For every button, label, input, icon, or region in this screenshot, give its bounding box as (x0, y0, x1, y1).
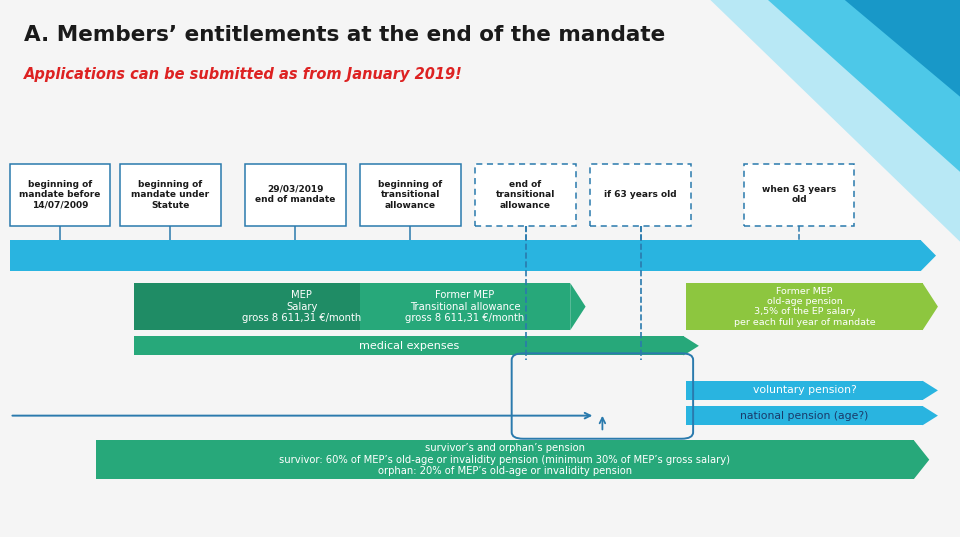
FancyBboxPatch shape (590, 164, 691, 226)
Polygon shape (923, 406, 938, 425)
Text: A. Members’ entitlements at the end of the mandate: A. Members’ entitlements at the end of t… (24, 25, 665, 45)
Polygon shape (684, 336, 699, 355)
Bar (360, 283, 570, 330)
Text: when 63 years
old: when 63 years old (762, 185, 836, 205)
FancyBboxPatch shape (120, 164, 221, 226)
FancyBboxPatch shape (360, 164, 461, 226)
Text: national pension (age?): national pension (age?) (740, 411, 869, 420)
FancyBboxPatch shape (245, 164, 346, 226)
FancyBboxPatch shape (475, 164, 576, 226)
Bar (686, 381, 923, 400)
Text: survivor’s and orphan’s pension
survivor: 60% of MEP’s old-age or invalidity pen: survivor’s and orphan’s pension survivor… (279, 443, 731, 476)
Bar (134, 283, 469, 330)
Bar (96, 440, 914, 479)
Text: MEP
Salary
gross 8 611,31 €/month: MEP Salary gross 8 611,31 €/month (242, 290, 362, 323)
Bar (134, 336, 684, 355)
Polygon shape (845, 0, 960, 97)
Polygon shape (570, 283, 586, 330)
Text: 29/03/2019
end of mandate: 29/03/2019 end of mandate (255, 185, 335, 205)
Polygon shape (710, 0, 960, 242)
Text: Former MEP
old-age pension
3,5% of the EP salary
per each full year of mandate: Former MEP old-age pension 3,5% of the E… (733, 287, 876, 326)
Bar (686, 406, 923, 425)
Text: beginning of
mandate under
Statute: beginning of mandate under Statute (132, 180, 209, 209)
Text: Applications can be submitted as from January 2019!: Applications can be submitted as from Ja… (24, 67, 463, 82)
Polygon shape (469, 283, 485, 330)
Polygon shape (914, 440, 929, 479)
Text: Former MEP
Transitional allowance
gross 8 611,31 €/month: Former MEP Transitional allowance gross … (405, 290, 525, 323)
Polygon shape (921, 240, 936, 271)
Text: beginning of
mandate before
14/07/2009: beginning of mandate before 14/07/2009 (19, 180, 101, 209)
Bar (10, 240, 139, 271)
Text: beginning of
transitional
allowance: beginning of transitional allowance (378, 180, 443, 209)
FancyBboxPatch shape (10, 164, 110, 226)
Bar (10, 240, 921, 271)
Text: voluntary pension?: voluntary pension? (753, 386, 856, 395)
Text: end of
transitional
allowance: end of transitional allowance (496, 180, 555, 209)
Polygon shape (768, 0, 960, 172)
Text: if 63 years old: if 63 years old (605, 190, 677, 199)
Text: medical expenses: medical expenses (359, 341, 459, 351)
Polygon shape (923, 283, 938, 330)
FancyBboxPatch shape (744, 164, 854, 226)
Polygon shape (923, 381, 938, 400)
Bar (686, 283, 923, 330)
